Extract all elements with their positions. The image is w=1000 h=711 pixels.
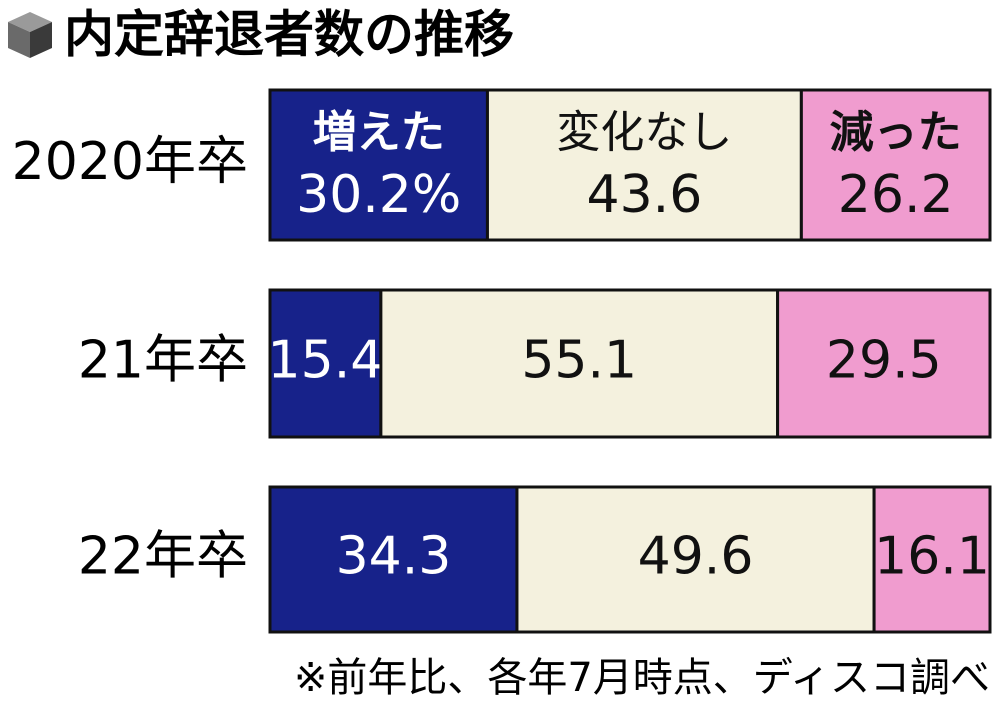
bar-segment — [776, 288, 992, 439]
category-label: 22年卒 — [78, 527, 248, 587]
legend-label: 変化なし — [556, 107, 732, 158]
value-label: 49.6 — [638, 527, 754, 587]
value-label: 34.3 — [336, 527, 452, 587]
chart-title: 内定辞退者数の推移 — [64, 6, 514, 64]
legend-label: 減った — [830, 107, 962, 158]
value-label: 55.1 — [521, 331, 637, 391]
note: ※前年比、各年7月時点、ディスコ調べ — [294, 655, 990, 701]
value-label: 30.2% — [296, 165, 461, 225]
bar-segment — [379, 288, 780, 439]
value-label: 26.2 — [838, 165, 954, 225]
category-label: 21年卒 — [78, 331, 248, 391]
value-label: 43.6 — [587, 165, 703, 225]
bar-segment — [799, 88, 992, 242]
bar-segment — [872, 485, 992, 634]
category-label: 2020年卒 — [12, 132, 248, 192]
bar-segment — [485, 88, 803, 242]
value-label: 15.4 — [268, 331, 384, 391]
value-label: 16.1 — [874, 527, 990, 587]
value-label: 29.5 — [826, 331, 942, 391]
bar-segment — [268, 485, 519, 634]
title-icon — [8, 12, 52, 58]
legend-label: 増えた — [313, 107, 445, 158]
bar-segment — [268, 88, 489, 242]
